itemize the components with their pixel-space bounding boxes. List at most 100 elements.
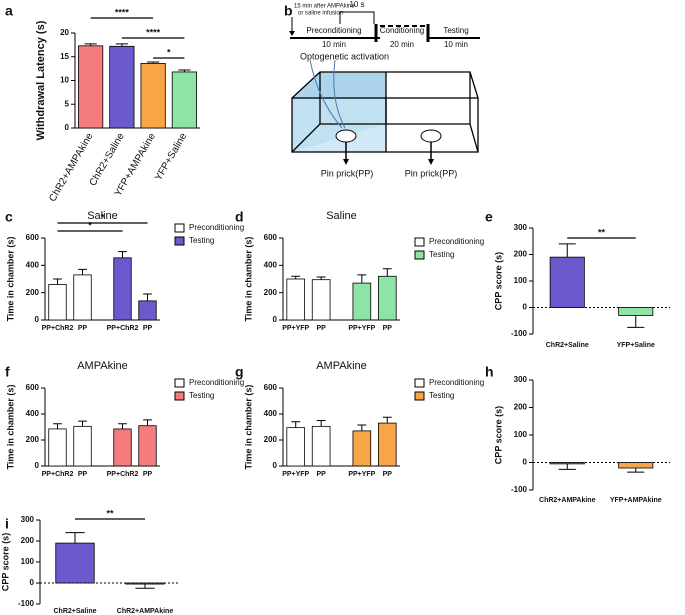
diagram-text: Pin prick(PP) <box>321 168 374 178</box>
panel-letter: d <box>235 209 244 225</box>
y-tick-label: 300 <box>514 223 528 232</box>
x-tick-label: PP+ChR2 <box>107 471 139 478</box>
panel-letter: h <box>485 364 494 380</box>
legend-swatch <box>414 391 425 401</box>
chart-panel: h CPP score (s) -100 0 100 200 300 ChR2+AMPAkin… <box>485 364 670 504</box>
legend-label: Testing <box>429 391 454 400</box>
x-tick-label: PP <box>143 471 153 478</box>
panel-letter: b <box>284 3 293 19</box>
x-tick-label: PP+YFP <box>348 325 375 332</box>
y-tick-label: 0 <box>273 461 278 470</box>
error-bar <box>291 421 301 428</box>
bar <box>48 284 67 321</box>
legend-swatch <box>174 223 185 233</box>
bar <box>377 275 397 321</box>
x-tick-label: PP+YFP <box>282 325 309 332</box>
x-tick-label: PP <box>143 325 153 332</box>
bar <box>549 256 585 308</box>
bar <box>549 462 585 465</box>
diagram: b 15 min after AMPAkine or saline infusi… <box>284 0 480 178</box>
diagram-text: 10 min <box>322 40 346 49</box>
error-bar <box>291 275 301 279</box>
significance-label: **** <box>146 27 161 37</box>
chart-panel: c Saline Time in chamber (s) 0 200 400 600 PP+C… <box>5 209 244 332</box>
chart-panel: a Withdrawal Latency (s) 0 5 10 15 20 ChR2+AMPA… <box>5 3 200 204</box>
chamber-box <box>291 97 479 153</box>
error-bar <box>65 532 85 544</box>
x-tick-label: PP+ChR2 <box>42 471 74 478</box>
y-tick-label: 0 <box>30 578 35 587</box>
error-bar <box>143 419 152 426</box>
x-tick-label: PP+YFP <box>348 471 375 478</box>
error-bar <box>84 43 97 46</box>
error-bar <box>53 278 62 285</box>
arrow-head <box>343 159 349 165</box>
significance-label: **** <box>115 7 130 17</box>
diagram-text: 15 min after AMPAkine <box>294 4 355 10</box>
significance-label: * <box>88 220 92 230</box>
x-tick-label: PP <box>78 471 88 478</box>
error-bar <box>357 274 367 284</box>
legend-label: Preconditioning <box>189 378 244 387</box>
diagram-text: Pin prick(PP) <box>405 168 458 178</box>
arrow-head <box>428 159 434 165</box>
error-bar <box>135 584 155 589</box>
y-tick-label: 0 <box>65 123 70 132</box>
panel-letter: i <box>5 516 9 532</box>
bar <box>48 428 67 467</box>
bar <box>618 462 654 469</box>
error-bar <box>118 251 127 258</box>
chart-title: AMPAkine <box>316 360 367 372</box>
y-axis-label: Time in chamber (s) <box>5 385 15 470</box>
error-bar <box>558 243 576 258</box>
diagram-text: Conditioning <box>380 26 424 35</box>
diagram-text: 10 min <box>444 40 468 49</box>
error-bar <box>78 420 87 427</box>
y-tick-label: 100 <box>21 557 35 566</box>
diagram-text: Optogenetic activation <box>300 51 389 61</box>
x-tick-label: PP <box>316 471 326 478</box>
pulse <box>339 11 375 24</box>
error-bar <box>627 468 645 473</box>
error-bar <box>316 276 326 280</box>
error-bar <box>147 61 160 64</box>
error-bar <box>382 268 392 277</box>
y-tick-label: 0 <box>523 458 528 467</box>
bar <box>286 278 306 321</box>
chart-title: Saline <box>87 210 118 222</box>
x-tick-label: YFP+Saline <box>617 342 655 349</box>
optic-fiber <box>309 59 346 129</box>
x-tick-label: ChR2+AMPAkine <box>539 497 596 504</box>
panel-letter: g <box>235 364 244 380</box>
x-tick-label: PP <box>383 471 393 478</box>
y-tick-label: 300 <box>514 375 528 384</box>
diagram-text: 10 s <box>349 0 364 9</box>
diagram-text: 20 min <box>390 40 414 49</box>
panel-letter: c <box>5 209 13 225</box>
y-tick-label: 200 <box>514 403 528 412</box>
y-tick-label: 600 <box>264 383 278 392</box>
y-tick-label: 200 <box>264 288 278 297</box>
error-bar <box>115 43 128 47</box>
y-tick-label: 400 <box>26 260 40 269</box>
error-bar <box>316 420 326 427</box>
y-tick-label: 15 <box>60 52 69 61</box>
panel-letter: a <box>5 3 13 19</box>
bar <box>352 430 372 467</box>
bar <box>618 307 654 316</box>
x-tick-label: ChR2+AMPAkine <box>117 608 174 615</box>
bar <box>78 45 104 129</box>
y-tick-label: 0 <box>35 461 40 470</box>
bar <box>73 425 92 467</box>
y-axis-label: Withdrawal Latency (s) <box>35 20 47 140</box>
x-tick-label: ChR2+Saline <box>546 342 589 349</box>
arrow-head <box>289 31 295 36</box>
legend-label: Testing <box>429 250 454 259</box>
y-axis-label: CPP score (s) <box>493 252 503 310</box>
y-tick-label: 400 <box>26 409 40 418</box>
x-tick-label: PP+ChR2 <box>107 325 139 332</box>
diagram-text: Testing <box>443 26 468 35</box>
legend-label: Preconditioning <box>189 223 244 232</box>
x-tick-label: YFP+AMPAkine <box>610 497 662 504</box>
chart-title: AMPAkine <box>77 360 128 372</box>
